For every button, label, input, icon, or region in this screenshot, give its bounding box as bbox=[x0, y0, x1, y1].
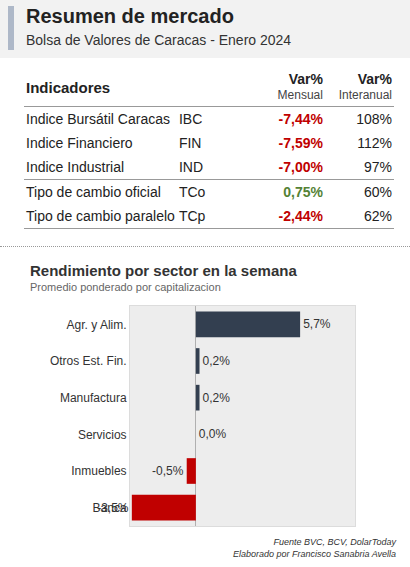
html-text:Indice Bursátil Caracas: Indice Bursátil Caracas bbox=[26, 111, 170, 127]
html-text:Tipo de cambio oficial: Tipo de cambio oficial bbox=[26, 184, 161, 200]
svg-text:Manufactura: Manufactura bbox=[60, 391, 127, 405]
html-text:-2,44%: -2,44% bbox=[278, 208, 323, 224]
svg-text:5,7%: 5,7% bbox=[303, 317, 331, 331]
html-text:Indicadores: Indicadores bbox=[26, 78, 111, 96]
svg-text:Servicios: Servicios bbox=[78, 428, 127, 442]
svg-text:-0,5%: -0,5% bbox=[152, 464, 184, 478]
html-text:Indice Industrial: Indice Industrial bbox=[26, 159, 125, 175]
html-text:0,75%: 0,75% bbox=[283, 184, 323, 200]
svg-text:0,2%: 0,2% bbox=[203, 354, 231, 368]
html-text:-7,59%: -7,59% bbox=[278, 135, 323, 151]
svg-text:Agr. y Alim.: Agr. y Alim. bbox=[67, 318, 127, 332]
html-text:108%: 108% bbox=[356, 111, 392, 127]
svg-text:-3,5%: -3,5% bbox=[97, 501, 129, 515]
svg-text:0,2%: 0,2% bbox=[203, 391, 231, 405]
html-text:Mensual: Mensual bbox=[277, 88, 323, 102]
html-text:Interanual: Interanual bbox=[338, 88, 392, 102]
html-text:60%: 60% bbox=[364, 184, 392, 200]
html-text:-7,44%: -7,44% bbox=[278, 111, 323, 127]
html-text:Elaborado por Francisco Sanabr: Elaborado por Francisco Sanabria Avella bbox=[232, 549, 396, 559]
svg-text:Banca: Banca bbox=[93, 501, 127, 515]
html-text:Rendimiento por sector en la s: Rendimiento por sector en la semana bbox=[30, 262, 297, 279]
html-text:97%: 97% bbox=[364, 159, 392, 175]
html-text:112%: 112% bbox=[357, 135, 392, 151]
html-text:Var%: Var% bbox=[288, 71, 323, 87]
html-text:Tipo de cambio paralelo TCp: Tipo de cambio paralelo TCp bbox=[26, 208, 206, 224]
html-text:Var%: Var% bbox=[357, 71, 392, 87]
html-text:Bolsa de Valores de Caracas -: Bolsa de Valores de Caracas - Enero 2024 bbox=[26, 32, 292, 48]
html-text:Fuente BVC, BCV, DolarToday: Fuente BVC, BCV, DolarToday bbox=[273, 537, 396, 547]
html-text:Resumen de mercado: Resumen de mercado bbox=[26, 5, 234, 27]
html-text:Indice Financiero: Indice Financiero bbox=[26, 135, 133, 151]
svg-text:Otros Est. Fin.: Otros Est. Fin. bbox=[50, 354, 127, 368]
html-text:62%: 62% bbox=[364, 208, 392, 224]
html-text:TCo: TCo bbox=[178, 184, 206, 200]
svg-text:Inmuebles: Inmuebles bbox=[71, 464, 126, 478]
html-text:FIN: FIN bbox=[178, 135, 202, 151]
svg-text:0,0%: 0,0% bbox=[199, 427, 227, 441]
html-text:-7,00%: -7,00% bbox=[278, 159, 323, 175]
html-text:IBC: IBC bbox=[178, 111, 203, 127]
html-text:IND: IND bbox=[178, 159, 203, 175]
html-text:Promedio ponderado por capital: Promedio ponderado por capitalizacion bbox=[30, 281, 221, 293]
